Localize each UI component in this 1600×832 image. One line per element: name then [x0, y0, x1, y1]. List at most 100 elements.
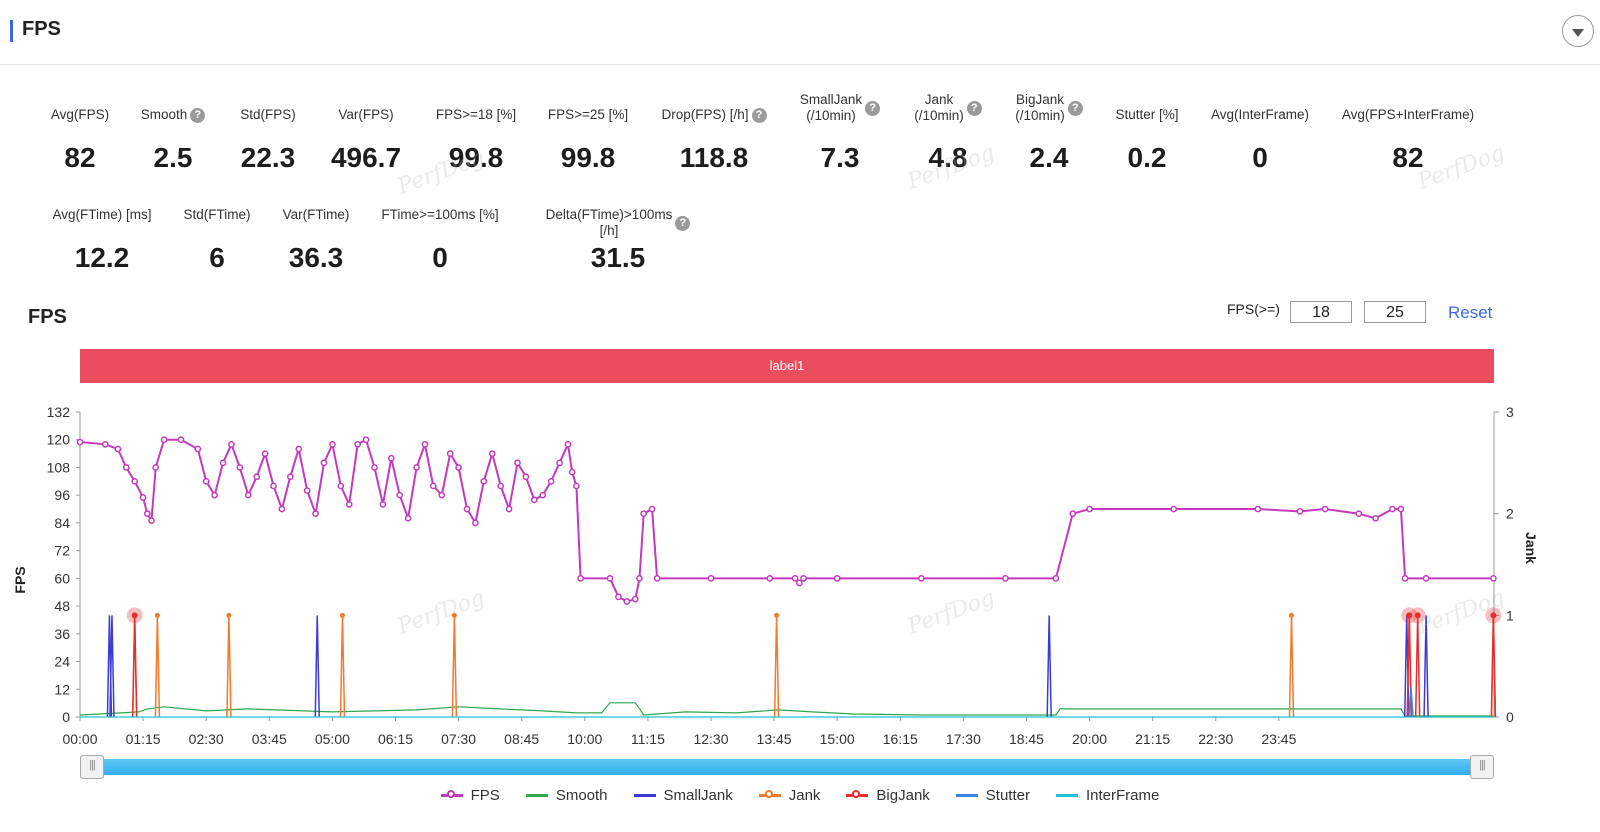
- help-icon[interactable]: ?: [865, 100, 881, 116]
- fps-point: [463, 505, 471, 513]
- label-band[interactable]: label1: [80, 349, 1494, 383]
- fps-point: [101, 440, 109, 448]
- y-tick-label: 120: [47, 432, 71, 448]
- x-tick-label: 23:45: [1261, 731, 1296, 747]
- legend-item-interframe[interactable]: InterFrame: [1055, 787, 1160, 804]
- fps-point: [1254, 505, 1262, 513]
- y-tick-label: 60: [54, 570, 70, 586]
- legend-swatch: [758, 790, 781, 798]
- fps-point: [472, 519, 479, 527]
- metric-label: FPS>=18 [%]: [406, 107, 546, 123]
- metric-value: 118.8: [679, 142, 749, 173]
- fps-point: [636, 575, 643, 582]
- fps-point: [488, 450, 496, 457]
- legend-item-smooth[interactable]: Smooth: [525, 787, 608, 804]
- x-tick-label: 02:30: [189, 731, 224, 747]
- bigjank-marker: [131, 612, 138, 619]
- fps-point: [139, 494, 147, 501]
- fps-point: [312, 510, 319, 518]
- metric-label: Jank (/10min)?: [878, 92, 1018, 124]
- legend-item-stutter[interactable]: Stutter: [955, 787, 1030, 804]
- metric-value: 99.8: [448, 142, 504, 173]
- x-tick-label: 08:45: [504, 731, 539, 747]
- fps-point: [1389, 505, 1396, 513]
- zoom-slider[interactable]: [80, 755, 1494, 779]
- zoom-slider-track[interactable]: [92, 759, 1482, 775]
- series-line: [79, 438, 1494, 603]
- fps-point: [114, 445, 122, 453]
- metric-label-text: Jank (/10min): [914, 92, 964, 123]
- legend-item-smalljank[interactable]: SmallJank: [633, 787, 733, 804]
- fps-point: [480, 477, 488, 485]
- metric-label-text: Avg(FPS+InterFrame): [1341, 107, 1475, 122]
- fps-point: [1052, 575, 1060, 582]
- fps-point: [1355, 510, 1363, 518]
- fps-point: [131, 477, 139, 485]
- fps-point: [648, 505, 656, 513]
- fps-point: [1170, 505, 1178, 513]
- y-axis-title: FPS: [12, 566, 28, 593]
- x-tick-label: 16:15: [883, 731, 918, 747]
- threshold-input-2[interactable]: 25: [1364, 301, 1426, 323]
- reset-button[interactable]: Reset: [1448, 303, 1493, 322]
- fps-point: [606, 575, 614, 582]
- legend-item-jank[interactable]: Jank: [758, 787, 820, 804]
- fps-point: [337, 482, 345, 490]
- spike: [1288, 615, 1295, 718]
- metric-label-text: Smooth: [140, 107, 188, 122]
- metric-value: 0: [432, 242, 448, 273]
- fps-point: [404, 514, 412, 522]
- help-icon[interactable]: ?: [190, 107, 206, 123]
- fps-point: [623, 598, 631, 605]
- y-right-tick-label: 3: [1506, 404, 1514, 420]
- y-tick-label: 12: [54, 681, 70, 697]
- series-smooth: [79, 702, 1494, 717]
- section-accent-bar: [10, 20, 13, 42]
- help-icon[interactable]: ?: [675, 215, 691, 231]
- fps-point: [505, 505, 513, 513]
- fps-point: [345, 501, 353, 508]
- fps-point: [539, 491, 547, 499]
- fps-point: [564, 440, 572, 448]
- fps-point: [202, 477, 210, 485]
- chevron-down-icon: [1572, 28, 1584, 37]
- help-icon[interactable]: ?: [1067, 100, 1083, 116]
- jank-marker: [1288, 612, 1294, 618]
- metric-label: Avg(FPS): [10, 107, 150, 123]
- zoom-slider-right-handle[interactable]: [1470, 755, 1494, 779]
- collapse-button[interactable]: [1562, 15, 1594, 47]
- metric-label-text: Avg(FTime) [ms]: [52, 207, 152, 222]
- fps-point: [421, 440, 429, 448]
- threshold-input-1[interactable]: 18: [1290, 301, 1352, 323]
- zoom-slider-left-handle[interactable]: [80, 755, 104, 779]
- x-tick-label: 03:45: [252, 731, 287, 747]
- x-tick-label: 10:00: [567, 731, 602, 747]
- fps-point: [228, 440, 235, 448]
- legend-swatch: [525, 794, 548, 797]
- fps-point: [320, 459, 328, 467]
- metric-value: 36.3: [288, 242, 344, 273]
- fps-point: [1321, 505, 1329, 513]
- bigjank-marker: [1490, 612, 1497, 619]
- fps-point: [1401, 575, 1409, 582]
- fps-point: [396, 491, 404, 499]
- metric-label-text: Std(FPS): [240, 107, 296, 122]
- fps-point: [148, 517, 155, 524]
- fps-point: [177, 436, 185, 444]
- fps-point: [1069, 510, 1077, 518]
- threshold-label: FPS(>=): [1227, 301, 1280, 317]
- legend-item-fps[interactable]: FPS: [440, 787, 500, 804]
- series-line: [79, 702, 1494, 717]
- fps-point: [1422, 575, 1430, 582]
- x-tick-label: 22:30: [1198, 731, 1233, 747]
- legend-item-bigjank[interactable]: BigJank: [846, 787, 930, 804]
- legend-label: InterFrame: [1085, 787, 1160, 804]
- spike: [1408, 686, 1414, 718]
- legend-label: SmallJank: [663, 787, 733, 804]
- x-tick-label: 20:00: [1072, 731, 1107, 747]
- help-icon[interactable]: ?: [751, 107, 767, 123]
- spike: [773, 615, 780, 718]
- x-tick-label: 00:00: [62, 731, 97, 747]
- help-icon[interactable]: ?: [966, 100, 982, 116]
